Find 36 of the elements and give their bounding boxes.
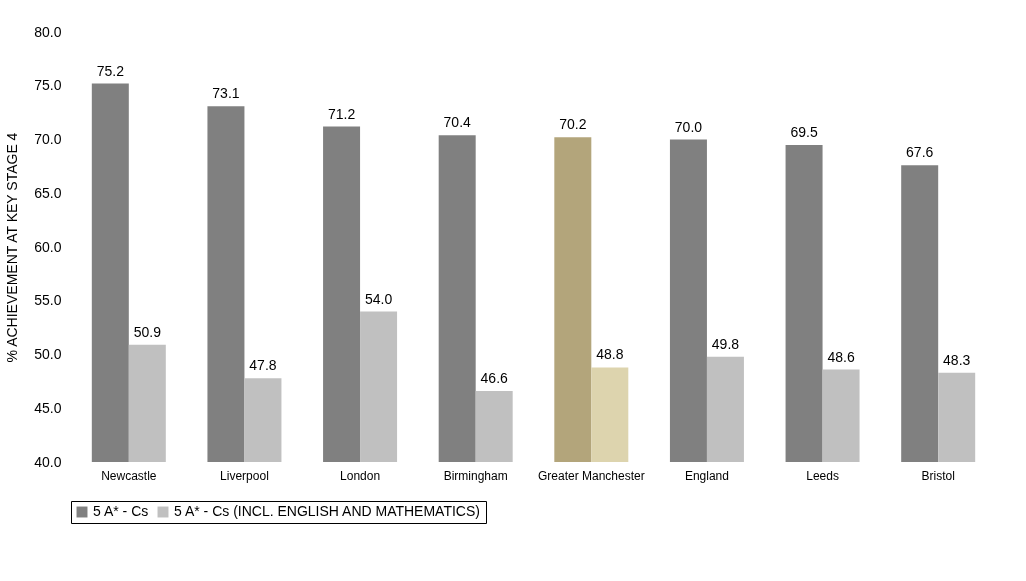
data-label: 49.8 xyxy=(711,335,740,352)
legend-label: 5 A* - Cs xyxy=(93,503,149,519)
data-label: 50.9 xyxy=(133,323,162,340)
x-tick-label: Birmingham xyxy=(443,468,508,483)
y-tick-label: 60.0 xyxy=(34,238,62,255)
x-tick-label: Liverpool xyxy=(220,468,269,483)
data-label: 71.2 xyxy=(327,105,356,122)
data-label: 69.5 xyxy=(790,123,818,140)
legend-label: 5 A* - Cs (INCL. ENGLISH AND MATHEMATICS) xyxy=(174,503,480,519)
x-tick-label: London xyxy=(340,468,381,483)
data-label: 48.6 xyxy=(827,348,855,365)
data-label: 67.6 xyxy=(906,144,934,161)
x-tick-label: Bristol xyxy=(921,468,955,483)
y-tick-label: 40.0 xyxy=(34,453,62,470)
x-tick-label: Newcastle xyxy=(101,468,157,483)
y-tick-label: 55.0 xyxy=(34,292,62,309)
y-axis-title: % ACHIEVEMENT AT KEY STAGE 4 xyxy=(4,132,21,363)
data-label: 75.2 xyxy=(96,62,125,79)
y-tick-label: 50.0 xyxy=(34,346,62,362)
data-label: 70.2 xyxy=(559,116,587,133)
data-label: 70.0 xyxy=(674,118,703,135)
y-tick-label: 45.0 xyxy=(34,399,62,416)
data-label: 46.6 xyxy=(480,370,509,387)
data-label: 70.4 xyxy=(443,114,472,131)
data-label: 47.8 xyxy=(249,357,277,374)
x-tick-label: Greater Manchester xyxy=(537,468,645,483)
data-label: 73.1 xyxy=(212,85,240,102)
x-tick-label: England xyxy=(684,468,729,483)
y-tick-label: 65.0 xyxy=(34,184,62,201)
y-tick-label: 70.0 xyxy=(34,131,62,147)
data-label: 48.8 xyxy=(596,346,624,363)
y-tick-label: 75.0 xyxy=(34,77,62,94)
data-label: 48.3 xyxy=(943,351,971,368)
data-label: 54.0 xyxy=(364,290,393,307)
y-tick-label: 80.0 xyxy=(34,23,62,40)
x-tick-label: Leeds xyxy=(806,468,839,483)
